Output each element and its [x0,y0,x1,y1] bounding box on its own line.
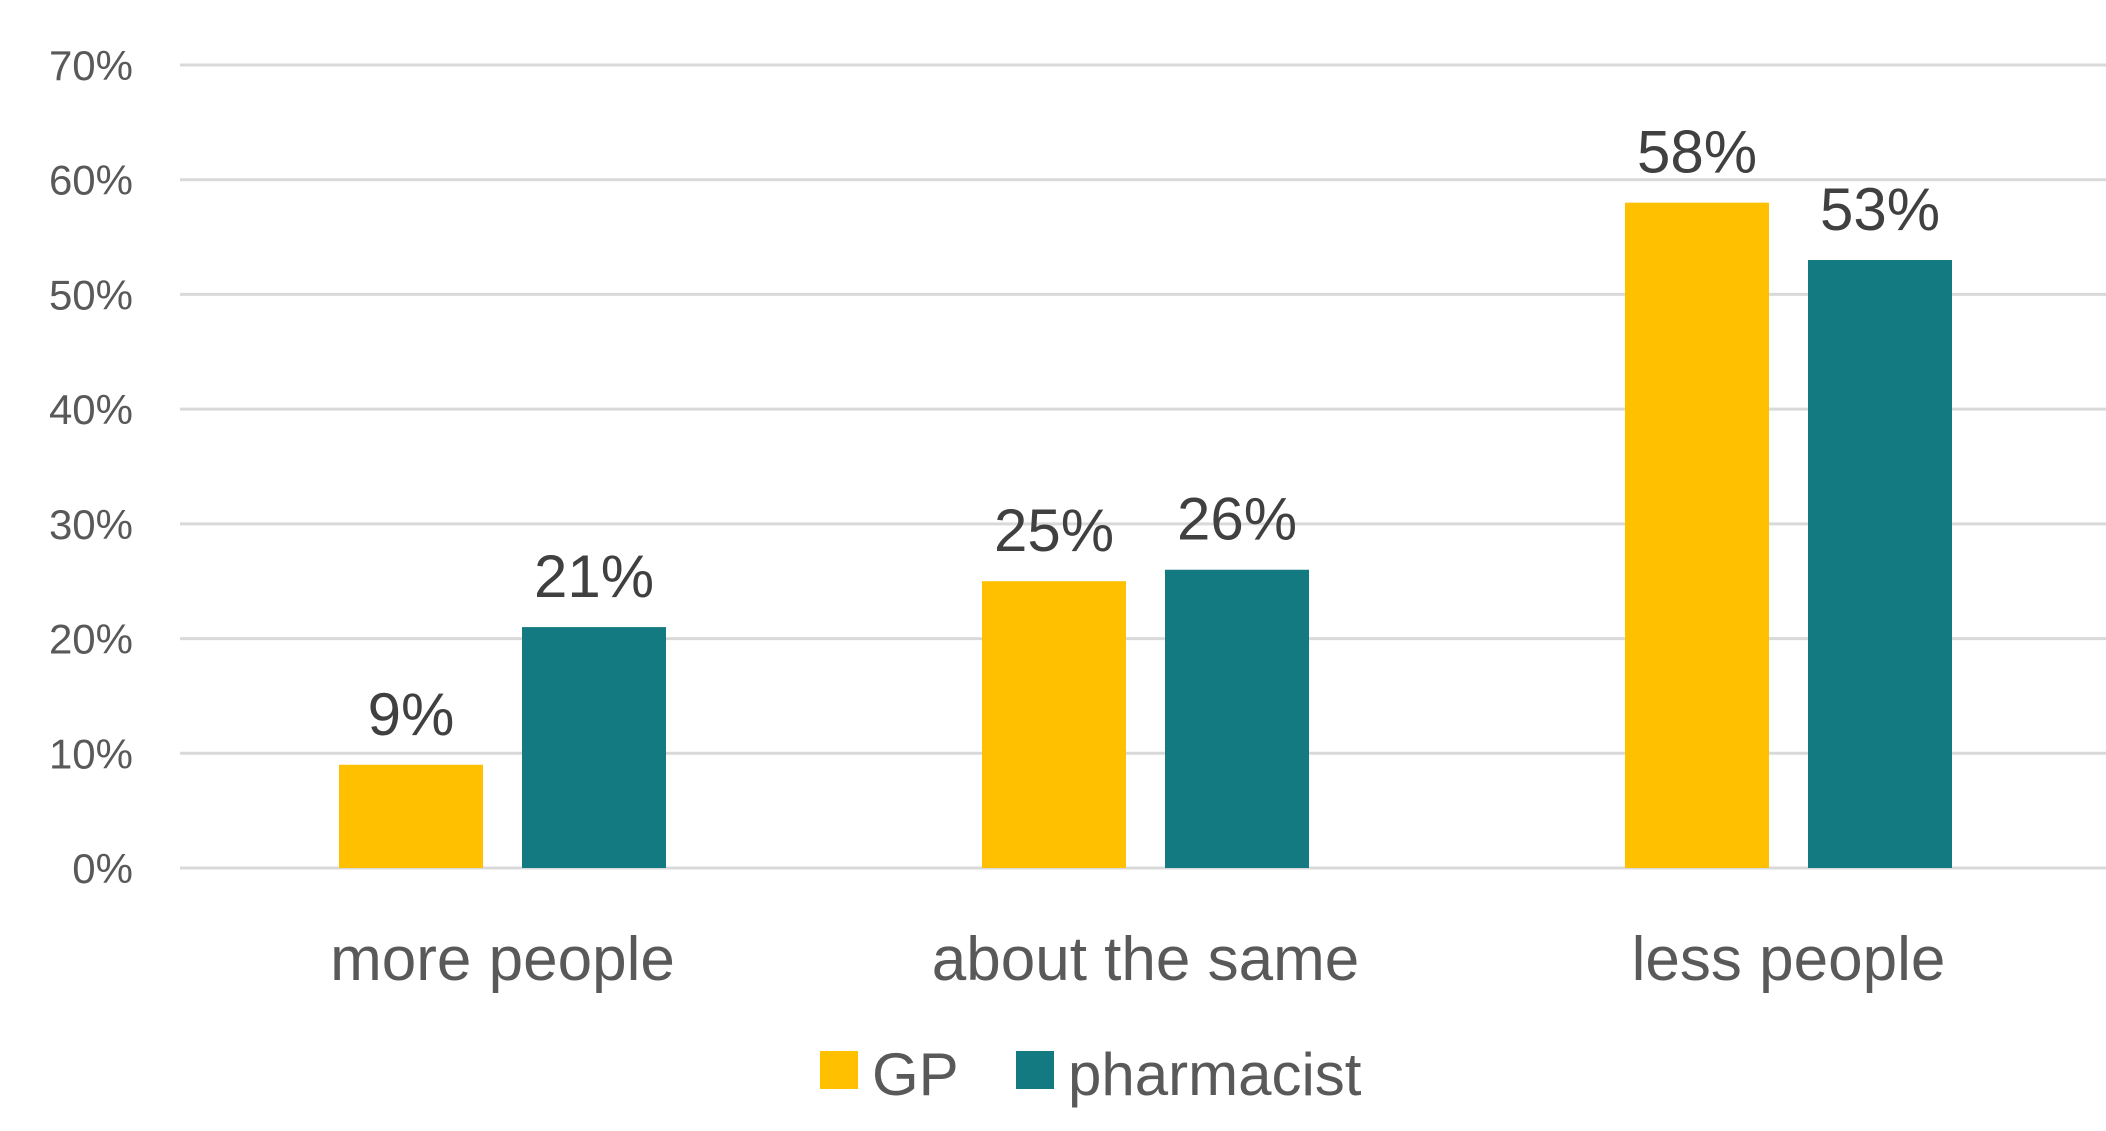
data-label: 25% [994,497,1114,564]
data-label: 9% [368,681,455,748]
bar-gp [339,764,483,868]
legend-label: GP [872,1041,959,1108]
legend-swatch [1016,1051,1054,1089]
y-tick-label: 0% [72,845,133,892]
x-category-label: less people [1632,925,1946,994]
legend-label: pharmacist [1068,1041,1362,1108]
y-tick-label: 40% [49,386,133,433]
y-tick-label: 20% [49,616,133,663]
x-category-label: more people [330,925,675,994]
data-label: 26% [1177,486,1297,553]
y-tick-label: 50% [49,271,133,318]
bar-pharmacist [1165,569,1309,868]
bar-pharmacist [522,627,666,868]
legend: GP pharmacist [820,1041,1362,1108]
data-label: 58% [1637,119,1757,186]
data-label: 21% [534,543,654,610]
data-label: 53% [1820,176,1940,243]
bar-gp [982,581,1126,868]
y-tick-label: 70% [49,42,133,89]
bar-pharmacist [1808,260,1952,868]
x-axis-category-labels: more people about the same less people [330,925,1945,994]
bar-gp [1625,202,1769,868]
data-labels: 9% 21% 25% 26% 58% 53% [368,119,1940,748]
y-tick-label: 60% [49,157,133,204]
y-tick-label: 10% [49,730,133,777]
legend-swatch [820,1051,858,1089]
gridlines [180,63,2106,870]
bars [339,202,1952,868]
x-category-label: about the same [932,925,1359,994]
y-axis-tick-labels: 0% 10% 20% 30% 40% 50% 60% 70% [49,42,133,892]
y-tick-label: 30% [49,501,133,548]
